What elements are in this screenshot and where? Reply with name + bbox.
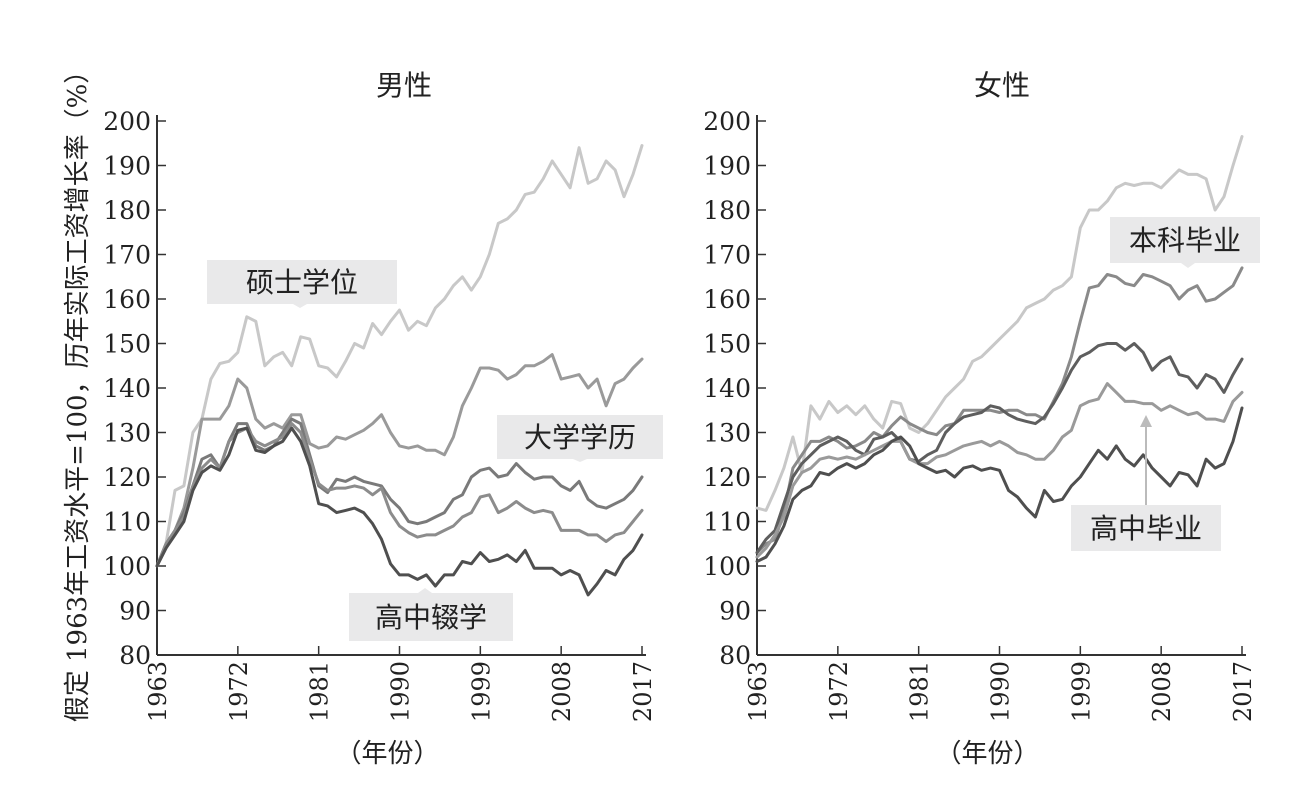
x-tick-label: 1999	[1067, 661, 1095, 722]
y-tick-label: 170	[703, 241, 751, 270]
y-tick-label: 150	[703, 330, 751, 359]
x-tick-label: 1999	[467, 661, 495, 722]
y-tick-label: 110	[103, 508, 151, 537]
series-annotation: 本科毕业	[1110, 217, 1260, 268]
panel-female: 女性 80 90 100 110 120 130 140 150 160 170 180 190 200 1…	[703, 69, 1260, 769]
y-tick-label: 140	[103, 374, 151, 403]
series-line-0	[755, 135, 1244, 512]
series-annotation: 硕士学位	[207, 260, 397, 308]
y-tick-label: 100	[703, 552, 751, 581]
x-axis-label: （年份）	[935, 739, 1039, 769]
series-annotation: 大学学历	[497, 415, 663, 462]
y-tick-label: 80	[119, 641, 151, 670]
y-tick-label: 130	[703, 419, 751, 448]
annotation-text: 本科毕业	[1129, 224, 1241, 257]
annotation-pointer	[418, 588, 432, 593]
y-tick-label: 120	[703, 463, 751, 492]
y-tick-label: 190	[103, 152, 151, 181]
annotation-pointer	[1181, 263, 1195, 268]
series-line-3	[755, 382, 1244, 559]
y-tick-label: 200	[703, 107, 751, 136]
y-tick-label: 160	[703, 285, 751, 314]
annotation-box	[349, 593, 513, 641]
panel-title: 男性	[376, 69, 432, 102]
y-tick-label: 160	[103, 285, 151, 314]
y-tick-label: 90	[119, 597, 151, 626]
x-tick-label: 1963	[144, 661, 172, 722]
x-tick-label: 1990	[987, 661, 1015, 722]
y-tick-label: 80	[719, 641, 751, 670]
y-tick-label: 120	[103, 463, 151, 492]
y-tick-label: 170	[103, 241, 151, 270]
annotation-text: 高中辍学	[375, 601, 487, 634]
y-tick-label: 190	[703, 152, 751, 181]
panel-title: 女性	[974, 69, 1030, 102]
y-tick-label: 110	[703, 508, 751, 537]
y-tick-label: 100	[103, 552, 151, 581]
annotation-pointer	[293, 304, 307, 308]
annotation-box	[207, 260, 397, 304]
annotation-box	[1110, 217, 1260, 263]
x-tick-label: 2017	[629, 661, 657, 722]
y-tick-label: 140	[703, 374, 751, 403]
y-tick-label: 180	[103, 196, 151, 225]
x-axis-label: （年份）	[335, 739, 439, 769]
x-tick-label: 1972	[825, 661, 853, 722]
y-tick-label: 90	[719, 597, 751, 626]
y-tick-label: 130	[103, 419, 151, 448]
y-tick-label: 200	[103, 107, 151, 136]
series-line-2	[155, 417, 644, 568]
x-tick-label: 1963	[744, 661, 772, 722]
annotation-arrowhead	[1140, 415, 1152, 427]
series-annotation: 高中辍学	[349, 588, 513, 641]
series-line-2	[755, 342, 1244, 555]
series-line-1	[755, 266, 1244, 555]
series-line-1	[155, 353, 644, 568]
panel-male: 男性 80 90 100 110 120 130 140 150 160 170 180 190 200 1…	[103, 69, 663, 769]
y-axis-label: 假定 1963年工资水平=100，历年实际工资增长率（%）	[63, 58, 93, 723]
annotation-text: 硕士学位	[246, 266, 358, 299]
x-tick-label: 2017	[1229, 661, 1257, 722]
x-tick-label: 1990	[387, 661, 415, 722]
y-tick-label: 150	[103, 330, 151, 359]
x-tick-label: 2008	[1148, 661, 1176, 722]
y-tick-label: 180	[703, 196, 751, 225]
series-line-4	[155, 426, 644, 597]
x-tick-label: 2008	[548, 661, 576, 722]
x-tick-label: 1981	[306, 661, 334, 722]
annotation-text: 大学学历	[524, 421, 636, 454]
annotation-box	[497, 415, 663, 459]
annotation-box	[1071, 505, 1221, 551]
annotation-pointer	[573, 459, 587, 462]
x-tick-label: 1972	[225, 661, 253, 722]
series-annotation: 高中毕业	[1071, 415, 1221, 551]
annotation-text: 高中毕业	[1090, 512, 1202, 545]
series-line-4	[755, 406, 1244, 563]
series-line-0	[155, 144, 644, 568]
x-tick-label: 1981	[906, 661, 934, 722]
